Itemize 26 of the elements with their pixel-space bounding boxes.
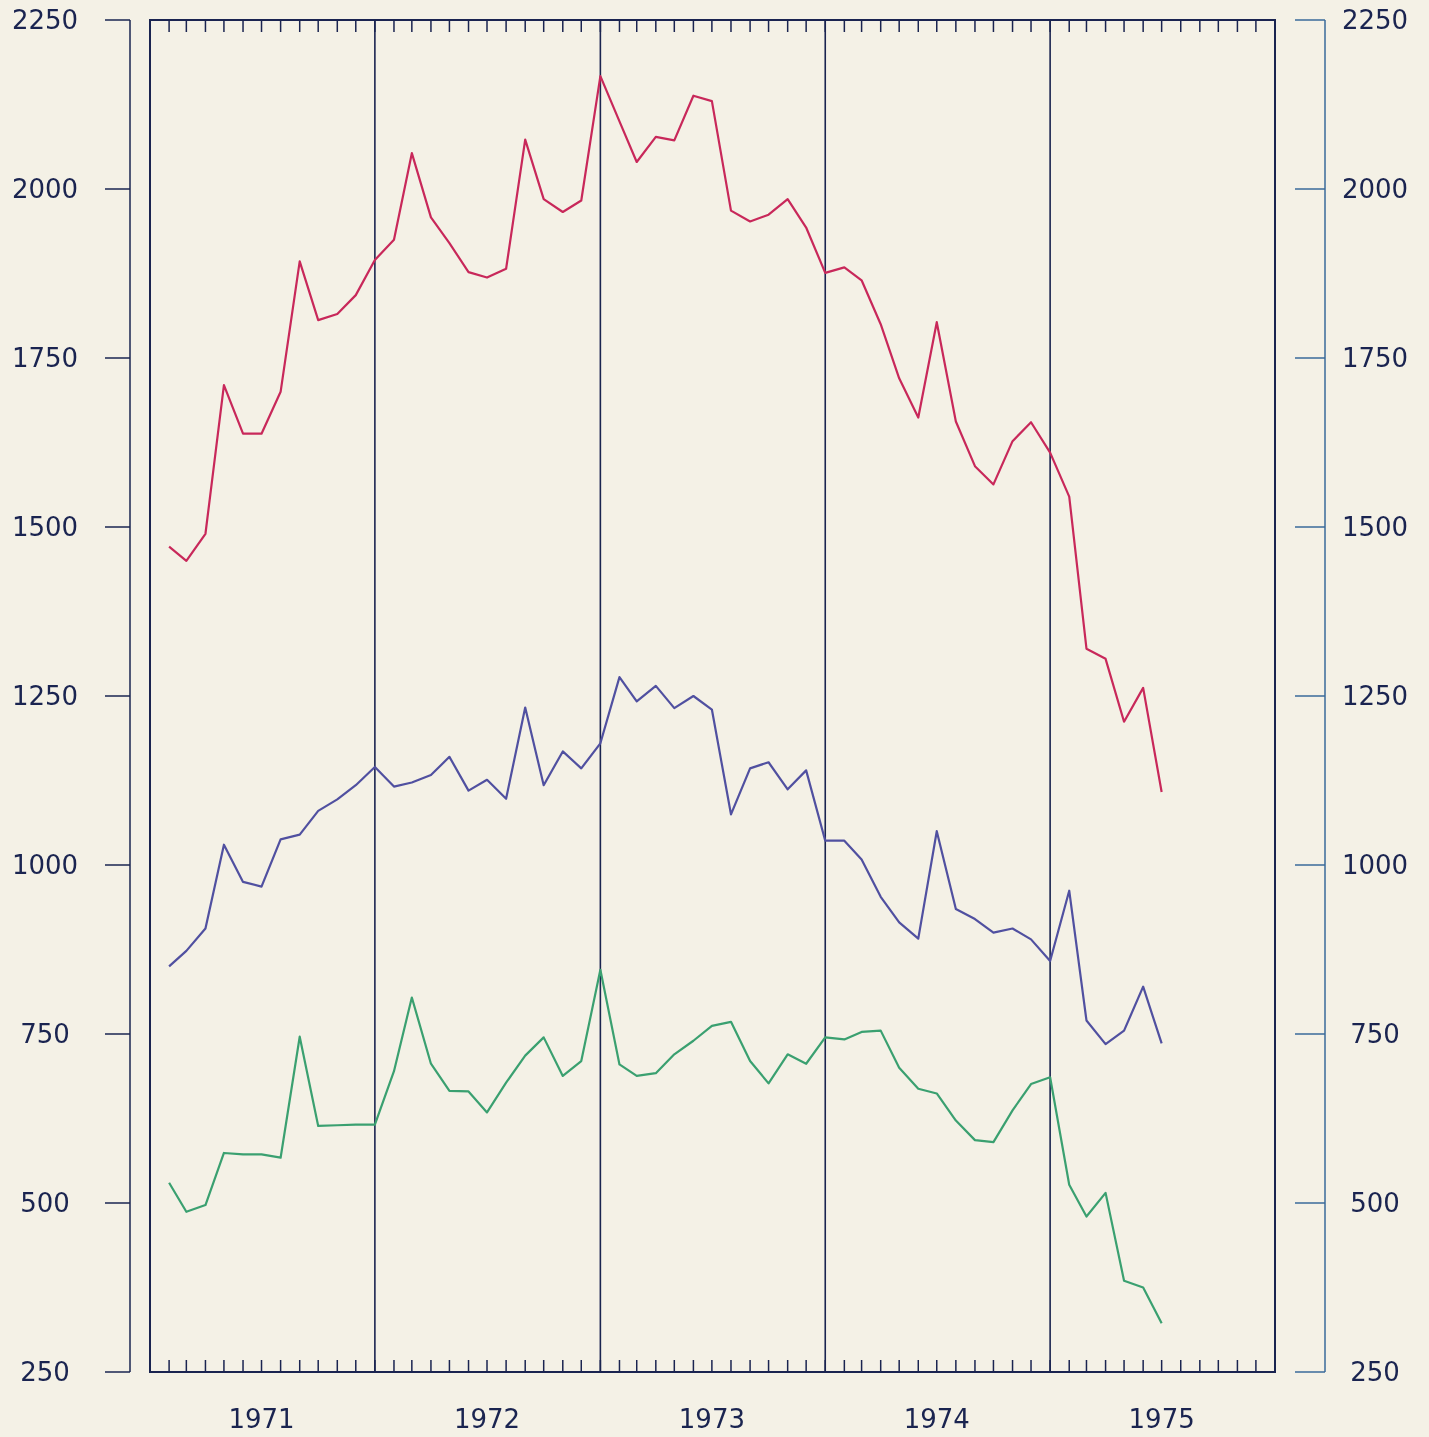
y-tick-label: 1250 (11, 681, 79, 711)
y2-tick-label: 1500 (1341, 512, 1409, 542)
y-tick-label: 500 (20, 1188, 70, 1218)
y2-tick-label: 250 (1350, 1357, 1400, 1387)
x-tick-label: 1971 (228, 1404, 295, 1434)
y-tick-label: 1750 (11, 343, 79, 373)
y2-tick-label: 750 (1350, 1019, 1400, 1049)
line-series (168, 75, 1163, 794)
y2-tick-label: 1750 (1341, 343, 1409, 373)
x-tick-label: 1975 (1128, 1404, 1195, 1434)
line-series (168, 968, 1163, 1325)
y2-tick-label: 500 (1350, 1188, 1400, 1218)
y-tick-label: 750 (20, 1019, 70, 1049)
y2-tick-label: 2000 (1341, 174, 1409, 204)
x-tick-label: 1974 (903, 1404, 970, 1434)
y-tick-label: 1000 (11, 850, 79, 880)
x-tick-label: 1972 (453, 1404, 521, 1434)
y2-tick-label: 1250 (1341, 681, 1409, 711)
line-series (168, 675, 1163, 1046)
y2-tick-label: 2250 (1341, 5, 1409, 35)
x-tick-label: 1973 (678, 1404, 745, 1434)
y-tick-label: 2250 (11, 5, 79, 35)
y2-tick-label: 1000 (1341, 850, 1409, 880)
y-tick-label: 2000 (11, 174, 79, 204)
y-tick-label: 250 (20, 1357, 70, 1387)
y-tick-label: 1500 (11, 512, 79, 542)
